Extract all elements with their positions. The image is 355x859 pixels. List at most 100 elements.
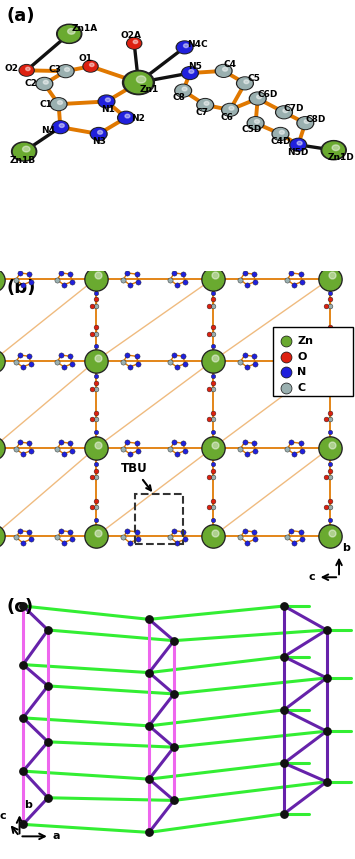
Point: [93, 470, 99, 484]
Point: [206, 382, 212, 396]
Point: [54, 442, 60, 455]
Text: C2: C2: [25, 78, 38, 88]
Point: [127, 448, 133, 461]
Circle shape: [290, 138, 307, 151]
Point: [210, 529, 216, 543]
Point: [93, 292, 99, 306]
Point: [171, 687, 177, 701]
Circle shape: [275, 106, 293, 119]
Text: c: c: [0, 811, 6, 821]
Point: [244, 278, 250, 292]
Point: [323, 382, 329, 396]
Point: [134, 267, 140, 281]
Point: [13, 531, 19, 545]
Circle shape: [105, 98, 110, 101]
Circle shape: [26, 67, 30, 70]
Point: [135, 356, 141, 370]
Point: [291, 278, 297, 292]
Text: C5: C5: [247, 74, 260, 83]
Point: [327, 529, 333, 543]
Point: [329, 269, 335, 283]
Circle shape: [23, 146, 30, 152]
Text: Zn1: Zn1: [140, 85, 159, 94]
Point: [283, 366, 289, 380]
Point: [59, 266, 64, 280]
Point: [89, 299, 94, 313]
Circle shape: [19, 64, 34, 76]
Point: [89, 326, 94, 340]
Point: [182, 275, 188, 289]
Point: [252, 356, 258, 370]
Circle shape: [238, 78, 252, 88]
Circle shape: [51, 99, 66, 110]
Point: [323, 326, 329, 340]
Text: N4: N4: [41, 126, 55, 135]
Point: [327, 292, 333, 306]
Point: [89, 470, 94, 484]
Point: [20, 360, 26, 374]
Point: [212, 269, 218, 283]
Point: [251, 436, 257, 450]
Point: [206, 412, 212, 426]
Circle shape: [59, 124, 64, 127]
Point: [171, 634, 177, 648]
Point: [298, 350, 304, 363]
Point: [125, 524, 130, 538]
Point: [45, 679, 51, 692]
Point: [244, 360, 250, 374]
Circle shape: [119, 113, 133, 123]
Circle shape: [181, 67, 198, 79]
Point: [93, 354, 99, 368]
Text: N4C: N4C: [187, 40, 207, 49]
Circle shape: [248, 118, 263, 129]
Circle shape: [36, 77, 53, 90]
Circle shape: [125, 114, 130, 118]
Point: [146, 719, 152, 733]
Point: [281, 807, 287, 820]
Point: [28, 533, 34, 546]
Point: [17, 524, 23, 538]
Point: [210, 425, 216, 439]
Point: [299, 275, 305, 289]
Point: [327, 271, 333, 285]
Bar: [135, 495, 183, 545]
Text: (a): (a): [6, 7, 35, 25]
Point: [327, 464, 333, 478]
Point: [13, 273, 19, 287]
Point: [284, 273, 290, 287]
Point: [206, 326, 212, 340]
Text: C4D: C4D: [270, 137, 291, 146]
Point: [93, 382, 99, 396]
Point: [210, 299, 216, 313]
Point: [95, 527, 101, 540]
Point: [327, 271, 333, 285]
Circle shape: [175, 84, 192, 97]
Circle shape: [204, 101, 209, 106]
Circle shape: [182, 87, 187, 91]
Point: [327, 441, 333, 454]
Point: [93, 441, 99, 454]
Point: [291, 448, 297, 461]
Circle shape: [176, 85, 190, 96]
Point: [210, 470, 216, 484]
Point: [69, 444, 75, 458]
Circle shape: [223, 105, 237, 115]
Point: [327, 287, 333, 301]
Text: C7: C7: [196, 107, 209, 117]
Point: [212, 350, 218, 364]
Text: a: a: [52, 832, 60, 841]
Circle shape: [273, 129, 288, 139]
Text: O2A: O2A: [120, 31, 141, 40]
Circle shape: [98, 131, 103, 134]
Point: [299, 444, 305, 458]
Point: [210, 405, 216, 419]
Point: [171, 740, 177, 754]
Circle shape: [84, 62, 97, 71]
Point: [329, 437, 335, 451]
Point: [59, 348, 64, 362]
Point: [167, 531, 173, 545]
Point: [289, 266, 294, 280]
Circle shape: [249, 92, 266, 105]
Point: [324, 623, 329, 637]
Text: O1: O1: [78, 54, 92, 64]
